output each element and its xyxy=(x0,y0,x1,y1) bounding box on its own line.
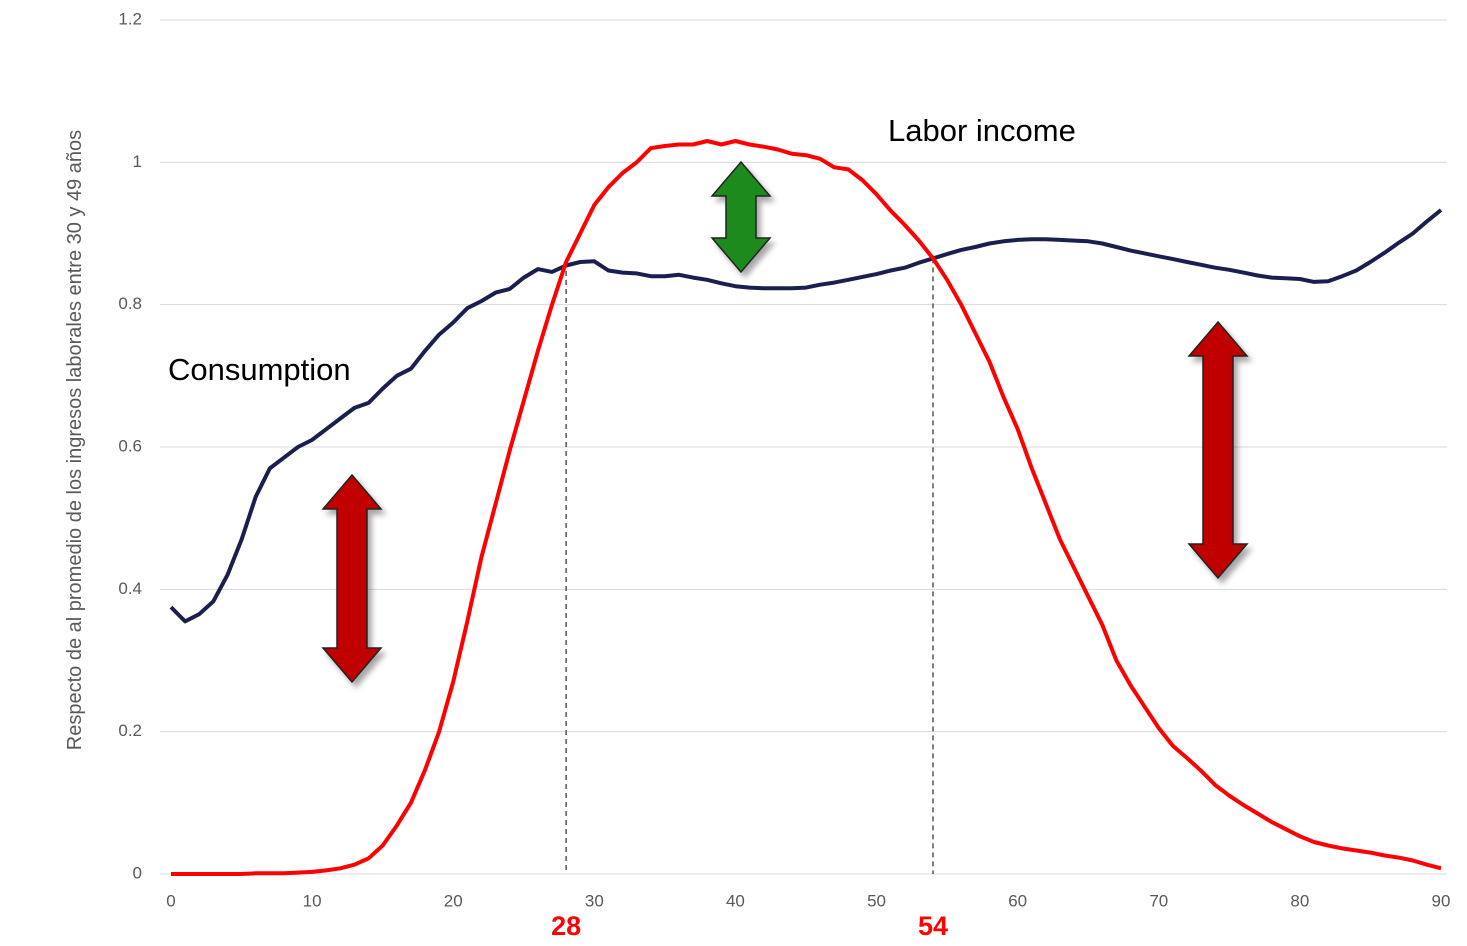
x-tick-label: 40 xyxy=(726,891,745,910)
x-tick-label: 30 xyxy=(585,891,604,910)
y-tick-label: 1.2 xyxy=(118,9,142,28)
x-tick-label: 70 xyxy=(1149,891,1168,910)
x-tick-label: 10 xyxy=(303,891,322,910)
double-arrow xyxy=(710,160,772,274)
x-tick-label: 0 xyxy=(166,891,175,910)
y-tick-label: 0.6 xyxy=(118,436,142,455)
y-axis-label: Respecto de al promedio de los ingresos … xyxy=(64,129,86,751)
consumption-label: Consumption xyxy=(168,352,351,387)
marker-label: 54 xyxy=(918,911,948,941)
x-tick-label: 90 xyxy=(1432,891,1451,910)
series-line xyxy=(171,139,1442,876)
series-line xyxy=(169,208,1443,624)
y-tick-label: 0.4 xyxy=(118,579,142,598)
y-tick-label: 1 xyxy=(133,152,142,171)
double-arrow xyxy=(1187,320,1249,580)
y-tick-label: 0 xyxy=(133,863,142,882)
y-tick-label: 0.2 xyxy=(118,721,142,740)
labor-income-label: Labor income xyxy=(888,113,1076,148)
y-tick-label: 0.8 xyxy=(118,294,142,313)
marker-label: 28 xyxy=(551,911,581,941)
double-arrow xyxy=(321,473,383,684)
x-tick-label: 20 xyxy=(444,891,463,910)
x-tick-label: 50 xyxy=(867,891,886,910)
x-tick-label: 60 xyxy=(1008,891,1027,910)
x-tick-label: 80 xyxy=(1290,891,1309,910)
